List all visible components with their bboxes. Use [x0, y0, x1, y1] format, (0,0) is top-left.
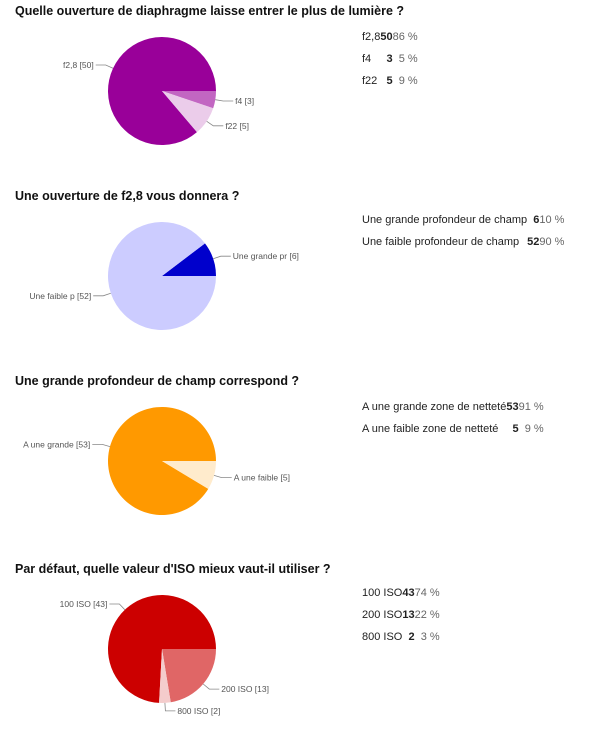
question-block-3: Une grande profondeur de champ correspon…: [0, 370, 611, 550]
stats-count: 6: [533, 214, 540, 226]
stats-percent: 74 %: [414, 587, 440, 599]
stats-count: 50: [380, 31, 393, 43]
stats-label: f22: [362, 75, 378, 87]
pie-slice-label: A une grande [53]: [23, 439, 90, 449]
pie-chart-svg: 100 ISO [43] 200 ISO [13] 800 ISO [2]: [60, 594, 269, 716]
pie-leader-line: [95, 64, 114, 69]
stats-percent: 5 %: [398, 53, 418, 65]
pie-slice: [162, 91, 214, 133]
stats-row: 800 ISO 2 3 %: [362, 626, 440, 648]
stats-percent: 22 %: [414, 609, 440, 621]
pie-leader-line: [215, 99, 234, 102]
question-title: Une ouverture de f2,8 vous donnera ?: [15, 189, 240, 203]
stats-percent: 9 %: [398, 75, 418, 87]
stats-percent: 90 %: [539, 236, 565, 248]
pie-slice: [108, 594, 217, 703]
pie-leader-line: [93, 292, 111, 297]
stats-row: f2,8 50 86 %: [362, 26, 418, 48]
stats-count: 13: [402, 609, 415, 621]
stats-label: f2,8: [362, 31, 381, 43]
stats-count: 3: [386, 53, 393, 65]
stats-row: 200 ISO 13 22 %: [362, 604, 440, 626]
pie-slice: [162, 461, 216, 489]
stats-row: A une grande zone de netteté 53 91 %: [362, 396, 544, 418]
stats-label: A une grande zone de netteté: [362, 401, 507, 413]
stats-label: Une grande profondeur de champ: [362, 214, 528, 226]
question-title: Par défaut, quelle valeur d'ISO mieux va…: [15, 562, 331, 576]
pie-slice: [159, 649, 171, 703]
stats-row: f22 5 9 %: [362, 70, 418, 92]
pie-slice: [108, 406, 216, 515]
pie-leader-line: [213, 475, 232, 478]
stats-label: 200 ISO: [362, 609, 403, 621]
question-title: Une grande profondeur de champ correspon…: [15, 374, 300, 388]
stats-label: f4: [362, 53, 372, 65]
pie-slice-label: 800 ISO [2]: [177, 706, 220, 716]
pie-slice-label: Une grande pr [6]: [233, 251, 299, 261]
stats-count: 5: [512, 423, 519, 435]
stats-percent: 86 %: [392, 31, 418, 43]
pie-slice: [162, 243, 216, 276]
stats-table: f2,8 50 86 % f4 3 5 % f22 5 9 %: [362, 26, 418, 92]
stats-count: 2: [408, 631, 415, 643]
pie-slice: [162, 91, 216, 109]
pie-chart-svg: Une grande pr [6] Une faible p [52]: [29, 221, 299, 330]
pie-leader-line: [202, 683, 220, 690]
pie-leader-line: [206, 120, 224, 127]
question-block-4: Par défaut, quelle valeur d'ISO mieux va…: [0, 558, 611, 738]
stats-label: 100 ISO: [362, 587, 403, 599]
stats-table: 100 ISO 43 74 % 200 ISO 13 22 % 800 ISO …: [362, 582, 440, 648]
stats-count: 52: [527, 236, 540, 248]
pie-slice-label: f22 [5]: [225, 121, 249, 131]
stats-row: f4 3 5 %: [362, 48, 418, 70]
question-block-2: Une ouverture de f2,8 vous donnera ? Une…: [0, 185, 611, 365]
stats-label: Une faible profondeur de champ: [362, 236, 520, 248]
pie-slice: [107, 221, 216, 330]
question-title: Quelle ouverture de diaphragme laisse en…: [15, 4, 405, 18]
stats-table: Une grande profondeur de champ 6 10 % Un…: [362, 209, 564, 253]
pie-slice: [162, 649, 217, 703]
question-block-1: Quelle ouverture de diaphragme laisse en…: [0, 0, 611, 180]
pie-slice-label: 100 ISO [43]: [60, 599, 108, 609]
pie-slice-label: A une faible [5]: [234, 473, 290, 483]
stats-row: Une faible profondeur de champ 52 90 %: [362, 231, 564, 253]
stats-percent: 3 %: [420, 631, 440, 643]
stats-row: A une faible zone de netteté 5 9 %: [362, 418, 544, 440]
pie-leader-line: [164, 702, 176, 712]
stats-count: 5: [386, 75, 393, 87]
pie-slice-label: 200 ISO [13]: [221, 684, 269, 694]
stats-table: A une grande zone de netteté 53 91 % A u…: [362, 396, 544, 440]
stats-label: A une faible zone de netteté: [362, 423, 499, 435]
stats-percent: 91 %: [518, 401, 544, 413]
stats-label: 800 ISO: [362, 631, 403, 643]
stats-row: Une grande profondeur de champ 6 10 %: [362, 209, 564, 231]
stats-row: 100 ISO 43 74 %: [362, 582, 440, 604]
stats-count: 53: [506, 401, 519, 413]
pie-leader-line: [213, 255, 231, 260]
pie-slice: [107, 37, 216, 146]
pie-leader-line: [92, 444, 111, 447]
pie-slice-label: f2,8 [50]: [63, 60, 94, 70]
pie-slice-label: Une faible p [52]: [29, 291, 91, 301]
pie-slice-label: f4 [3]: [235, 96, 254, 106]
stats-count: 43: [402, 587, 415, 599]
stats-percent: 10 %: [539, 214, 565, 226]
pie-leader-line: [109, 603, 126, 611]
stats-percent: 9 %: [524, 423, 544, 435]
pie-chart-svg: A une grande [53] A une faible [5]: [23, 406, 290, 515]
pie-chart-svg: f2,8 [50] f4 [3] f22 [5]: [63, 37, 254, 146]
